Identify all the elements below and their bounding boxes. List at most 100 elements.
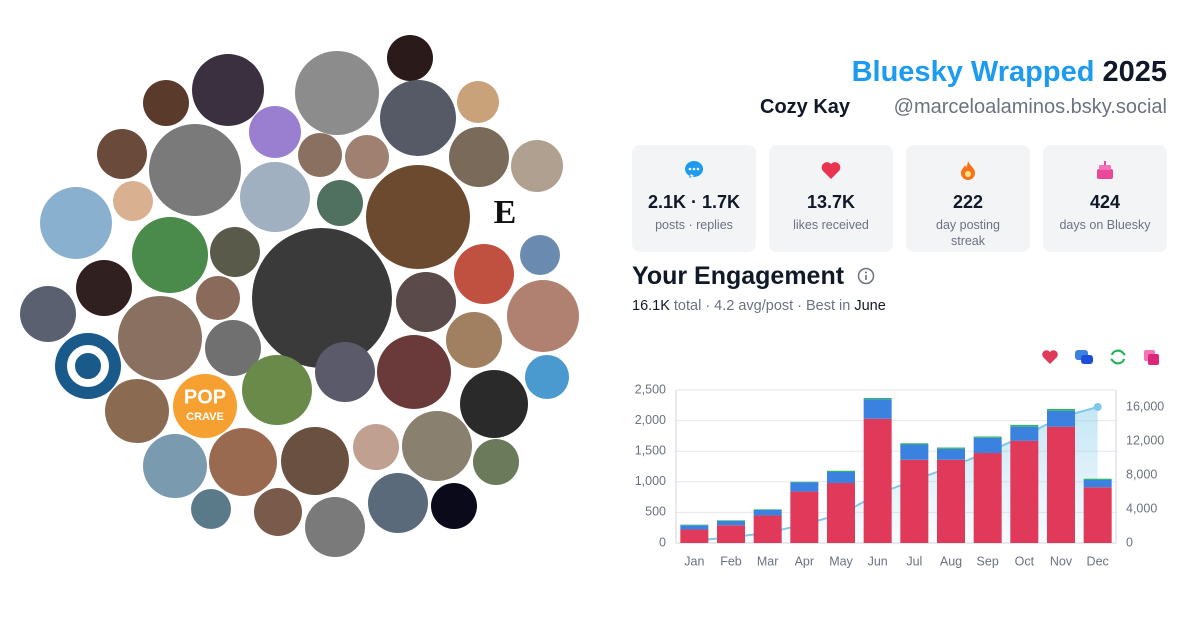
y-tick-label: 1,000 xyxy=(635,474,666,488)
avatar[interactable] xyxy=(173,374,237,438)
avatar[interactable] xyxy=(143,80,189,126)
avatar[interactable] xyxy=(449,127,509,187)
bar-segment xyxy=(1083,478,1112,480)
avatar[interactable] xyxy=(366,165,470,269)
avatar[interactable] xyxy=(210,227,260,277)
avatar[interactable] xyxy=(295,51,379,135)
avatar[interactable] xyxy=(196,276,240,320)
bar-segment xyxy=(863,399,892,419)
stat-value: 2.1K · 1.7K xyxy=(647,192,741,212)
y2-tick-label: 16,000 xyxy=(1126,399,1164,413)
bar-segment xyxy=(717,520,745,521)
line-dot xyxy=(1093,403,1102,411)
avatar-ring xyxy=(67,345,109,387)
handle: @marceloalaminos.bsky.social xyxy=(893,96,1167,118)
avatar[interactable] xyxy=(396,272,456,332)
avatar[interactable] xyxy=(507,280,579,352)
avatar[interactable] xyxy=(305,497,365,557)
legend-reposts[interactable] xyxy=(1110,349,1126,365)
avatar[interactable] xyxy=(20,286,76,342)
x-tick-label: Apr xyxy=(795,554,814,568)
title-year: 2025 xyxy=(1102,56,1167,88)
avatar[interactable] xyxy=(511,140,563,192)
x-tick-label: Feb xyxy=(720,554,742,568)
y-tick-label: 0 xyxy=(659,535,666,549)
avatar[interactable] xyxy=(191,489,231,529)
bar-segment xyxy=(1083,479,1112,488)
avatar[interactable] xyxy=(105,379,169,443)
icon xyxy=(821,162,841,179)
y-tick-label: 1,500 xyxy=(635,443,666,457)
y2-tick-label: 8,000 xyxy=(1126,467,1157,481)
avatar[interactable] xyxy=(118,296,202,380)
avatar[interactable] xyxy=(149,124,241,216)
avatar[interactable] xyxy=(315,342,375,402)
summary-part: June xyxy=(854,298,886,314)
bar-segment xyxy=(1047,426,1075,543)
title-brand: Bluesky Wrapped xyxy=(851,56,1095,88)
icon xyxy=(961,161,975,180)
avatar[interactable] xyxy=(143,434,207,498)
avatar[interactable] xyxy=(76,260,132,316)
icon xyxy=(685,161,704,178)
avatar[interactable] xyxy=(387,35,433,81)
avatar[interactable] xyxy=(368,473,428,533)
avatar[interactable] xyxy=(345,135,389,179)
avatar[interactable] xyxy=(40,187,112,259)
avatar[interactable] xyxy=(431,483,477,529)
avatar[interactable] xyxy=(454,244,514,304)
avatar[interactable] xyxy=(380,80,456,156)
summary-part: Best in xyxy=(806,298,851,314)
avatar[interactable] xyxy=(254,488,302,536)
x-tick-label: Aug xyxy=(940,554,962,568)
bar-segment xyxy=(753,509,782,510)
legend xyxy=(1042,349,1159,365)
avatar[interactable] xyxy=(473,439,519,485)
stat-value: 424 xyxy=(1089,192,1121,212)
icon xyxy=(1097,161,1113,179)
avatar[interactable] xyxy=(457,81,499,123)
bar-segment xyxy=(680,524,709,526)
avatar[interactable] xyxy=(113,181,153,221)
bar-segment xyxy=(1010,426,1039,441)
avatar[interactable] xyxy=(460,370,528,438)
summary-part: 4.2 avg/post xyxy=(714,298,794,314)
bar-segment xyxy=(753,515,782,543)
avatar[interactable] xyxy=(55,333,121,399)
avatar[interactable] xyxy=(132,217,208,293)
legend-likes[interactable] xyxy=(1042,350,1058,364)
avatar[interactable] xyxy=(520,235,560,275)
x-tick-label: Jan xyxy=(684,554,704,568)
avatar[interactable] xyxy=(205,320,261,376)
bar-segment xyxy=(680,525,709,530)
info-icon[interactable] xyxy=(857,267,875,285)
avatar[interactable] xyxy=(402,411,472,481)
avatar[interactable] xyxy=(242,355,312,425)
avatar[interactable] xyxy=(209,428,277,496)
avatar[interactable] xyxy=(484,192,526,234)
avatar[interactable] xyxy=(353,424,399,470)
avatar[interactable] xyxy=(525,355,569,399)
avatar[interactable] xyxy=(281,427,349,495)
avatar[interactable] xyxy=(446,312,502,368)
bar-segment xyxy=(1010,424,1039,427)
legend-replies[interactable] xyxy=(1075,350,1093,364)
stat-value: 222 xyxy=(952,192,984,212)
y2-tick-label: 4,000 xyxy=(1126,501,1157,515)
avatar[interactable] xyxy=(249,106,301,158)
avatar[interactable] xyxy=(298,133,342,177)
avatar[interactable] xyxy=(317,180,363,226)
bar-segment xyxy=(1083,487,1112,543)
avatar[interactable] xyxy=(377,335,451,409)
x-tick-label: Jul xyxy=(906,554,922,568)
avatar[interactable] xyxy=(192,54,264,126)
avatar[interactable] xyxy=(240,162,310,232)
y2-tick-label: 0 xyxy=(1126,535,1133,549)
bar-segment xyxy=(937,448,965,460)
avatar[interactable] xyxy=(97,129,147,179)
avatar[interactable] xyxy=(252,228,392,368)
stat-card: 13.7K likes received xyxy=(769,145,893,252)
avatar-label: E xyxy=(494,194,517,231)
bar-segment xyxy=(1047,408,1075,411)
legend-quotes[interactable] xyxy=(1144,350,1159,365)
